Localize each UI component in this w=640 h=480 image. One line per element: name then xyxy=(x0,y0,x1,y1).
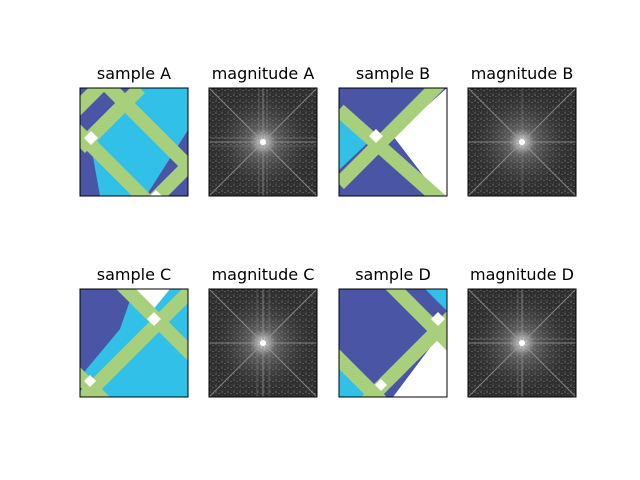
sample-d-image xyxy=(338,288,448,398)
panel-title-sample-b: sample B xyxy=(356,64,430,83)
sample-a-image xyxy=(79,87,189,197)
magnitude-d-image xyxy=(467,288,577,398)
panel-title-magnitude-d: magnitude D xyxy=(470,265,574,284)
panel-title-magnitude-a: magnitude A xyxy=(212,64,315,83)
magnitude-c-image xyxy=(208,288,318,398)
panel-title-magnitude-c: magnitude C xyxy=(212,265,315,284)
panel-title-sample-c: sample C xyxy=(97,265,171,284)
panel-title-sample-d: sample D xyxy=(355,265,431,284)
panel-title-sample-a: sample A xyxy=(97,64,171,83)
sample-b-image xyxy=(338,87,448,197)
magnitude-b-image xyxy=(467,87,577,197)
sample-c-image xyxy=(79,288,189,398)
magnitude-a-image xyxy=(208,87,318,197)
panel-title-magnitude-b: magnitude B xyxy=(471,64,574,83)
